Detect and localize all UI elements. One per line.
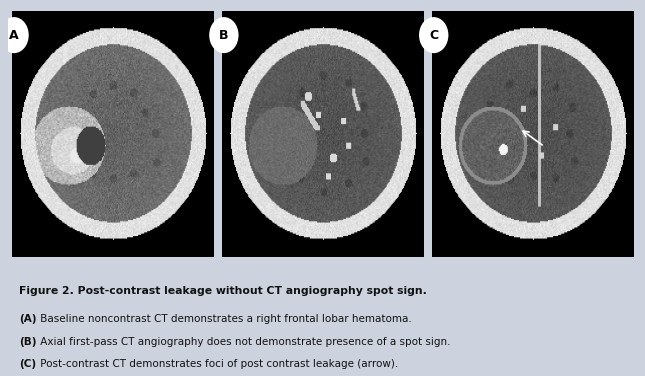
Text: Baseline noncontrast CT demonstrates a right frontal lobar hematoma.: Baseline noncontrast CT demonstrates a r…: [37, 314, 412, 324]
Text: Axial first-pass CT angiography does not demonstrate presence of a spot sign.: Axial first-pass CT angiography does not…: [37, 337, 450, 347]
Circle shape: [420, 18, 448, 52]
Text: (C) Post-contrast CT demonstrates foci of post contrast leakage (arrow).: (C) Post-contrast CT demonstrates foci o…: [19, 359, 448, 369]
Text: Figure 2. Post-contrast leakage without CT angiography spot sign.: Figure 2. Post-contrast leakage without …: [19, 286, 427, 296]
Text: (B): (B): [19, 337, 37, 347]
Text: (C): (C): [19, 359, 36, 369]
Text: (A): (A): [19, 314, 37, 324]
Circle shape: [210, 18, 237, 52]
Circle shape: [1, 18, 28, 52]
Text: (B) Axial first-pass CT angiography does not demonstrate presence of a spot sign: (B) Axial first-pass CT angiography does…: [19, 337, 504, 347]
Text: B: B: [219, 29, 228, 42]
Text: A: A: [9, 29, 19, 42]
Text: (A) Baseline noncontrast CT demonstrates a right frontal lobar hematoma.: (A) Baseline noncontrast CT demonstrates…: [19, 314, 461, 324]
Text: C: C: [429, 29, 439, 42]
Text: Post-contrast CT demonstrates foci of post contrast leakage (arrow).: Post-contrast CT demonstrates foci of po…: [37, 359, 398, 369]
